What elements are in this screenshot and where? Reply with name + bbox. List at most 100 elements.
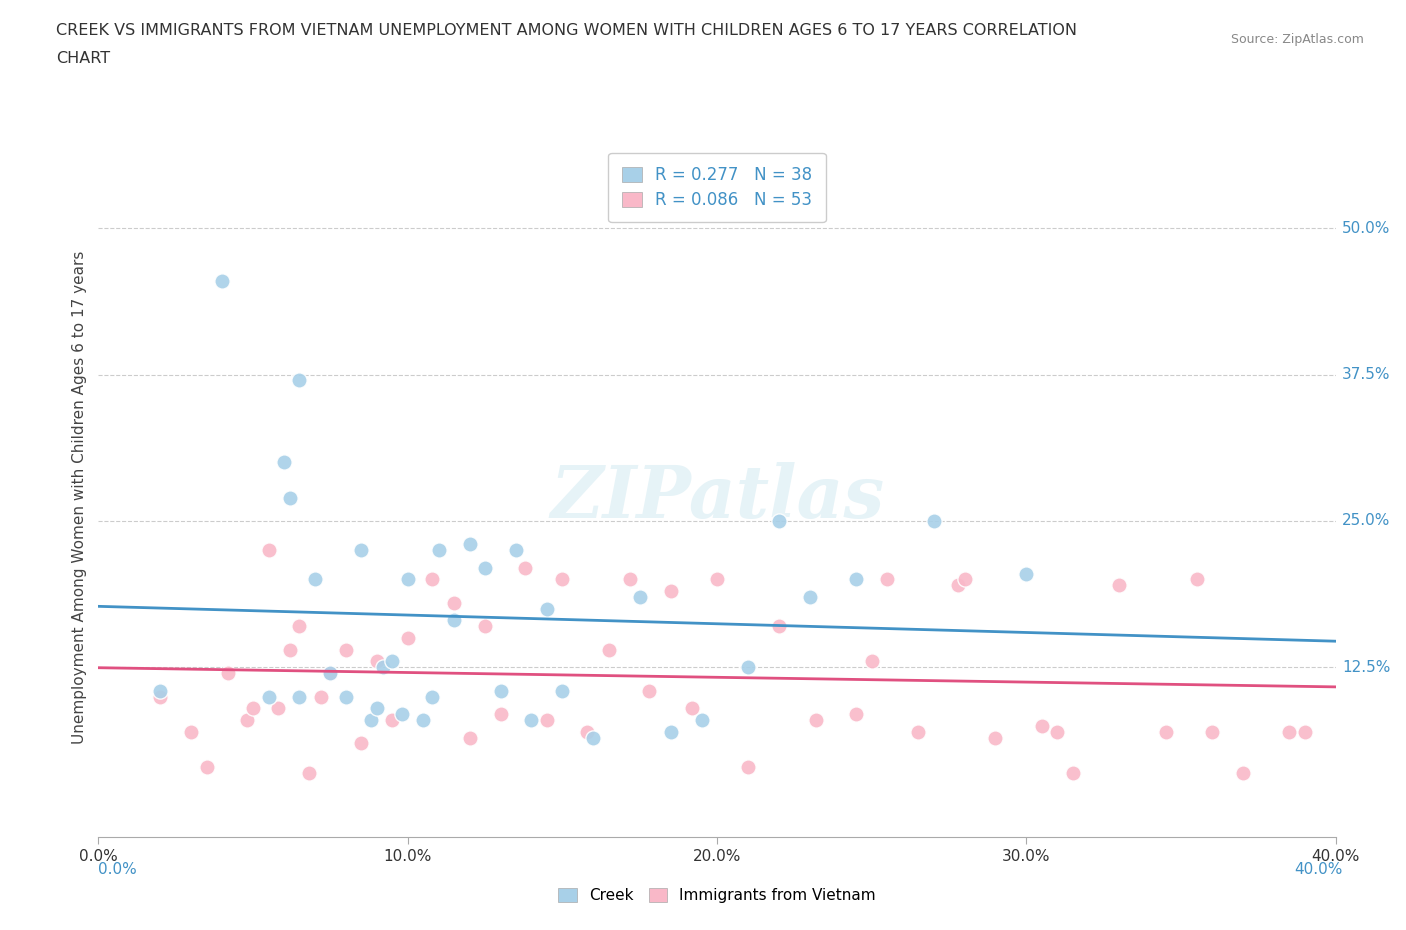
Point <box>257 689 280 704</box>
Point <box>1015 566 1038 581</box>
Point <box>681 701 703 716</box>
Text: 12.5%: 12.5% <box>1341 659 1391 675</box>
Point <box>242 701 264 716</box>
Point <box>948 578 970 592</box>
Point <box>443 613 465 628</box>
Point <box>236 712 259 727</box>
Point <box>288 373 311 388</box>
Text: 25.0%: 25.0% <box>1341 513 1391 528</box>
Point <box>422 689 444 704</box>
Point <box>1062 765 1084 780</box>
Point <box>515 561 537 576</box>
Point <box>309 689 332 704</box>
Point <box>288 689 311 704</box>
Point <box>768 618 790 633</box>
Point <box>659 584 682 599</box>
Point <box>422 572 444 587</box>
Point <box>257 543 280 558</box>
Point <box>737 660 759 675</box>
Point <box>211 273 233 288</box>
Point <box>195 759 218 774</box>
Point <box>381 712 404 727</box>
Point <box>768 513 790 528</box>
Point <box>659 724 682 739</box>
Point <box>804 712 827 727</box>
Point <box>638 684 661 698</box>
Point <box>360 712 382 727</box>
Point <box>1046 724 1069 739</box>
Point <box>628 590 651 604</box>
Text: 40.0%: 40.0% <box>1295 862 1343 877</box>
Point <box>217 666 239 681</box>
Point <box>799 590 821 604</box>
Point <box>474 561 496 576</box>
Point <box>149 689 172 704</box>
Text: 50.0%: 50.0% <box>1341 220 1391 236</box>
Point <box>304 572 326 587</box>
Point <box>396 572 419 587</box>
Text: ZIPatlas: ZIPatlas <box>550 462 884 533</box>
Point <box>288 618 311 633</box>
Text: CREEK VS IMMIGRANTS FROM VIETNAM UNEMPLOYMENT AMONG WOMEN WITH CHILDREN AGES 6 T: CREEK VS IMMIGRANTS FROM VIETNAM UNEMPLO… <box>56 23 1077 38</box>
Y-axis label: Unemployment Among Women with Children Ages 6 to 17 years: Unemployment Among Women with Children A… <box>72 251 87 744</box>
Point <box>335 643 357 658</box>
Text: 37.5%: 37.5% <box>1341 367 1391 382</box>
Text: CHART: CHART <box>56 51 110 66</box>
Point <box>391 707 413 722</box>
Point <box>953 572 976 587</box>
Point <box>1232 765 1254 780</box>
Point <box>474 618 496 633</box>
Point <box>489 707 512 722</box>
Point <box>458 730 481 745</box>
Point <box>278 490 301 505</box>
Text: 0.0%: 0.0% <box>98 862 138 877</box>
Point <box>1108 578 1130 592</box>
Point <box>845 707 868 722</box>
Point <box>576 724 599 739</box>
Point <box>381 654 404 669</box>
Point <box>551 684 574 698</box>
Point <box>180 724 202 739</box>
Point <box>1154 724 1177 739</box>
Point <box>1294 724 1316 739</box>
Point <box>520 712 543 727</box>
Point <box>551 572 574 587</box>
Point <box>267 701 290 716</box>
Point <box>1185 572 1208 587</box>
Point <box>371 660 394 675</box>
Point <box>412 712 434 727</box>
Point <box>598 643 620 658</box>
Point <box>845 572 868 587</box>
Point <box>536 602 558 617</box>
Point <box>458 537 481 551</box>
Point <box>319 666 342 681</box>
Point <box>489 684 512 698</box>
Point <box>536 712 558 727</box>
Point <box>366 654 388 669</box>
Point <box>278 643 301 658</box>
Point <box>1031 718 1053 733</box>
Point <box>350 543 373 558</box>
Point <box>1201 724 1223 739</box>
Point <box>737 759 759 774</box>
Point <box>366 701 388 716</box>
Point <box>922 513 945 528</box>
Point <box>273 455 295 470</box>
Point <box>582 730 605 745</box>
Point <box>1278 724 1301 739</box>
Point <box>149 684 172 698</box>
Point <box>298 765 321 780</box>
Point <box>907 724 929 739</box>
Point <box>443 595 465 610</box>
Point <box>706 572 728 587</box>
Point <box>860 654 883 669</box>
Legend: Creek, Immigrants from Vietnam: Creek, Immigrants from Vietnam <box>551 881 883 910</box>
Point <box>984 730 1007 745</box>
Point <box>319 666 342 681</box>
Point <box>876 572 898 587</box>
Point <box>335 689 357 704</box>
Point <box>690 712 713 727</box>
Text: Source: ZipAtlas.com: Source: ZipAtlas.com <box>1230 33 1364 46</box>
Point <box>427 543 450 558</box>
Point <box>619 572 641 587</box>
